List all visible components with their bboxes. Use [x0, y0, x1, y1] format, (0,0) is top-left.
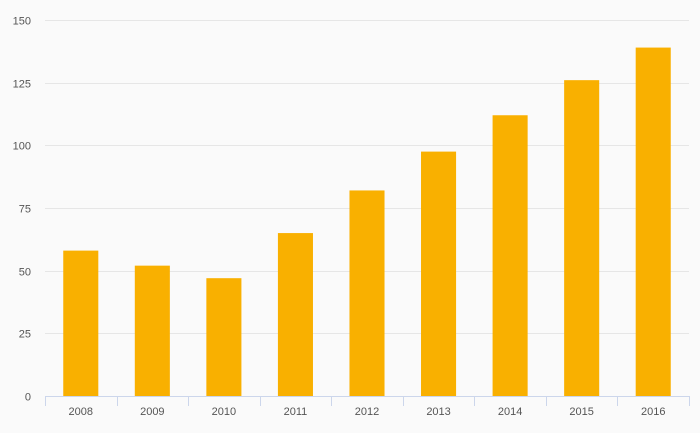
y-tick-label: 50: [19, 267, 31, 279]
x-tick-label: 2015: [569, 406, 593, 418]
x-tick-label: 2010: [212, 406, 236, 418]
y-axis-tick-labels: 0 25 50 75 100 125 150: [13, 16, 31, 404]
x-tick-label: 2008: [69, 406, 93, 418]
bar-2015: [564, 80, 600, 396]
x-tick-label: 2009: [140, 406, 164, 418]
x-tick-label: 2013: [426, 406, 450, 418]
bar-series: [63, 47, 671, 396]
x-axis: [45, 396, 690, 406]
bar-2009: [134, 265, 170, 396]
x-tick-label: 2011: [284, 406, 308, 418]
y-tick-label: 0: [25, 392, 31, 404]
y-tick-label: 100: [13, 141, 31, 153]
y-tick-label: 25: [19, 329, 31, 341]
bar-2014: [492, 115, 528, 396]
y-tick-label: 75: [19, 204, 31, 216]
bar-2012: [349, 190, 385, 396]
x-tick-label: 2014: [498, 406, 522, 418]
bar-2008: [63, 250, 99, 396]
y-tick-label: 125: [13, 79, 31, 91]
bar-2011: [277, 233, 313, 396]
bar-2013: [421, 151, 457, 396]
bar-2010: [206, 278, 242, 396]
x-tick-label: 2016: [641, 406, 665, 418]
y-tick-label: 150: [13, 16, 31, 28]
x-axis-tick-labels: 2008 2009 2010 2011 2012 2013 2014 2015 2016: [69, 406, 666, 418]
bar-2016: [635, 47, 671, 396]
x-tick-label: 2012: [355, 406, 379, 418]
